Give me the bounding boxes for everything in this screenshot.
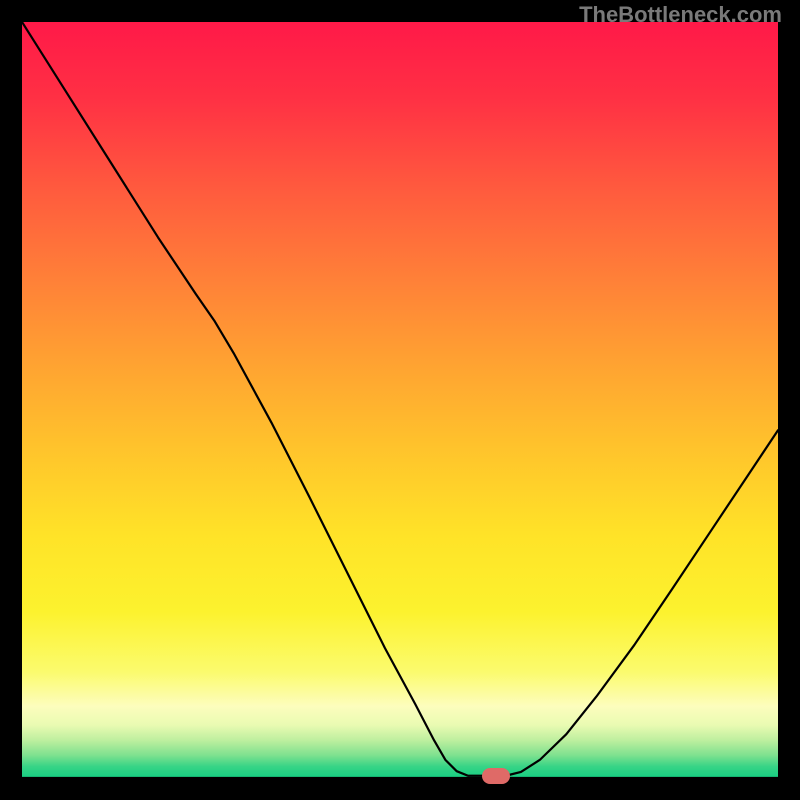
valley-marker [482,768,510,784]
chart-frame: TheBottleneck.com [0,0,800,800]
plot-svg [22,22,778,778]
plot-area [22,22,778,778]
gradient-background [22,22,778,778]
attribution-label: TheBottleneck.com [579,2,782,28]
